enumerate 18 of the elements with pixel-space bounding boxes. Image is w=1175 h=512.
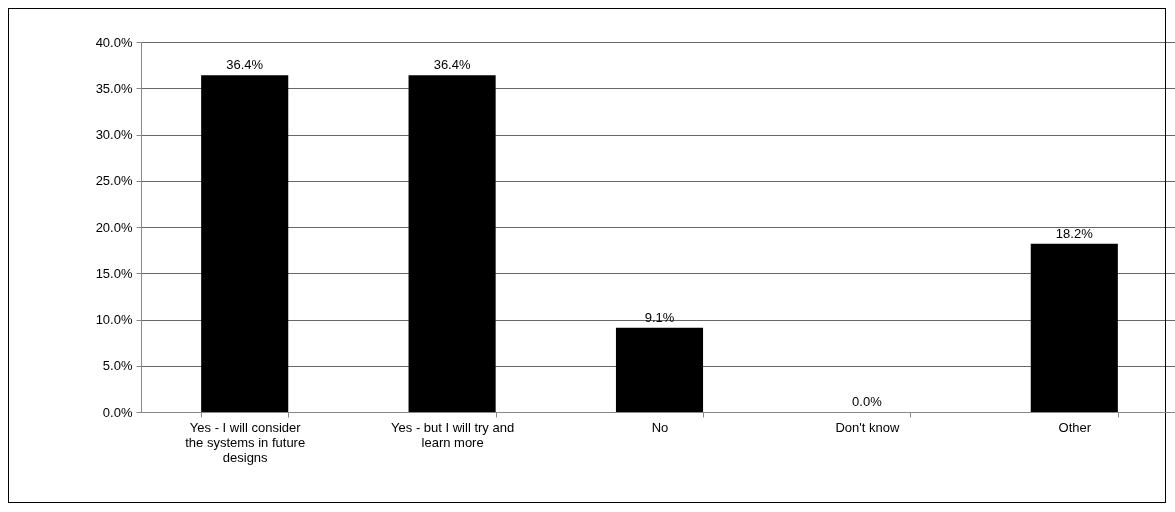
x-tick-label: No	[651, 419, 669, 435]
y-tick-label: 15.0%	[95, 265, 133, 281]
x-tick-label: Yes - I will consider the systems in future designs	[185, 419, 306, 465]
y-tick-label: 40.0%	[95, 34, 133, 50]
y-tick-label: 5.0%	[102, 358, 133, 374]
y-tick-label: 20.0%	[95, 219, 133, 235]
x-tick-label: Don't know	[835, 419, 900, 435]
y-tick-label: 30.0%	[95, 127, 133, 142]
data-label: 18.2%	[1055, 225, 1094, 241]
x-tick-label: Yes - but I will try and learn more	[391, 419, 515, 450]
x-tick-label: Other	[1058, 419, 1092, 435]
y-tick-label: 0.0%	[102, 404, 133, 420]
data-label: 0.0%	[852, 394, 883, 409]
data-label: 36.4%	[226, 57, 264, 73]
y-tick-label: 25.0%	[95, 173, 133, 189]
y-tick-label: 10.0%	[95, 312, 133, 327]
data-label: 36.4%	[433, 57, 471, 73]
y-tick-label: 35.0%	[95, 80, 133, 96]
